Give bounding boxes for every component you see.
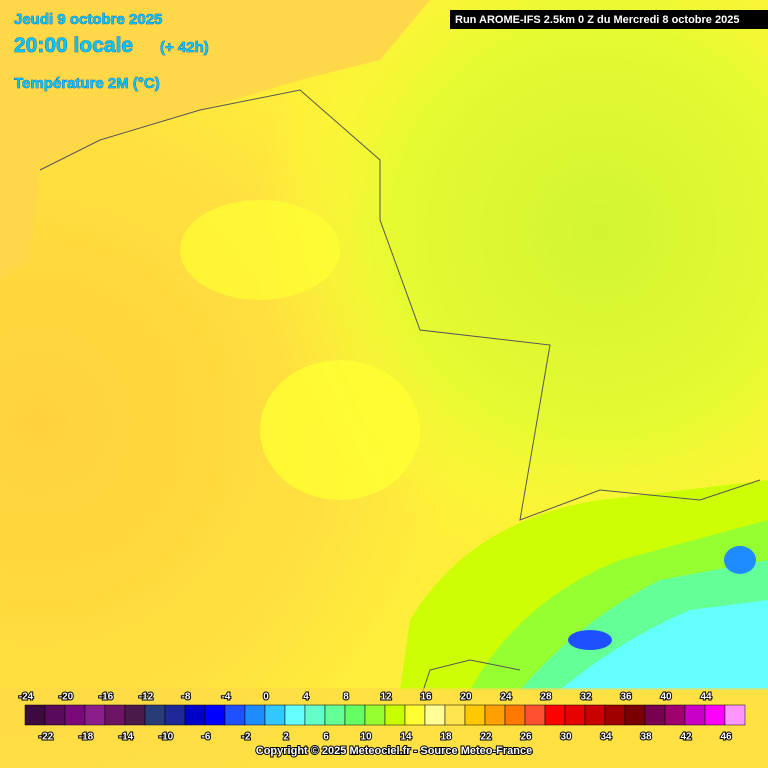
scale-label: -6 xyxy=(202,732,211,743)
scale-swatch xyxy=(204,704,226,726)
scale-label: 12 xyxy=(380,692,392,703)
run-box xyxy=(450,10,768,29)
scale-label: -12 xyxy=(139,692,154,703)
alps-peak xyxy=(724,546,756,574)
scale-swatch xyxy=(464,704,486,726)
scale-swatch xyxy=(444,704,466,726)
scale-swatch xyxy=(404,704,426,726)
scale-swatch xyxy=(724,704,746,726)
scale-label: 2 xyxy=(283,732,289,743)
alps-high xyxy=(560,600,768,690)
scale-swatch xyxy=(424,704,446,726)
scale-label: 26 xyxy=(520,732,532,743)
scale-swatch xyxy=(704,704,726,726)
scale-swatch xyxy=(484,704,506,726)
scale-swatch xyxy=(344,704,366,726)
scale-swatch xyxy=(644,704,666,726)
scale-swatch xyxy=(44,704,66,726)
scale-label: -22 xyxy=(39,732,54,743)
lead-time: (+ 42h) xyxy=(160,39,209,56)
scale-label: -10 xyxy=(159,732,174,743)
scale-label: 0 xyxy=(263,692,269,703)
scale-label: 20 xyxy=(460,692,472,703)
warm-area xyxy=(260,360,420,500)
scale-label: 4 xyxy=(303,692,309,703)
sea-zone xyxy=(0,0,430,280)
scale-label: 10 xyxy=(360,732,372,743)
scale-swatch xyxy=(164,704,186,726)
scale-swatch xyxy=(184,704,206,726)
scale-label: -8 xyxy=(182,692,191,703)
scale-swatch xyxy=(364,704,386,726)
scale-label: 46 xyxy=(720,732,732,743)
copyright: Copyright © 2025 Meteociel.fr - Source M… xyxy=(256,745,532,757)
scale-swatch xyxy=(64,704,86,726)
scale-swatch xyxy=(684,704,706,726)
borders xyxy=(419,659,521,701)
scale-swatch xyxy=(24,704,46,726)
scale-swatch xyxy=(84,704,106,726)
scale-label: -24 xyxy=(19,692,34,703)
scale-label: 42 xyxy=(680,732,692,743)
scale-swatch xyxy=(124,704,146,726)
scale-swatch xyxy=(324,704,346,726)
scale-swatch xyxy=(384,704,406,726)
scale-swatch xyxy=(284,704,306,726)
scale-label: 38 xyxy=(640,732,652,743)
scale-label: -14 xyxy=(119,732,134,743)
borders xyxy=(39,89,761,521)
scale-label: 30 xyxy=(560,732,572,743)
scale-swatch xyxy=(504,704,526,726)
color-scale: -24-22-20-18-16-14-12-10-8-6-4-202468101… xyxy=(18,691,746,744)
scale-label: -18 xyxy=(79,732,94,743)
scale-label: 18 xyxy=(440,732,452,743)
scale-swatch xyxy=(524,704,546,726)
scale-label: 32 xyxy=(580,692,592,703)
scale-label: -16 xyxy=(99,692,114,703)
parameter: Température 2M (°C) xyxy=(14,75,160,92)
scale-label: 24 xyxy=(500,692,512,703)
scale-label: 22 xyxy=(480,732,492,743)
scale-label: 44 xyxy=(700,692,712,703)
scale-label: -2 xyxy=(242,732,251,743)
scale-swatch xyxy=(584,704,606,726)
warm-area xyxy=(180,200,340,300)
scale-swatch xyxy=(664,704,686,726)
scale-label: 14 xyxy=(400,732,412,743)
scale-swatch xyxy=(104,704,126,726)
scale-label: 34 xyxy=(600,732,612,743)
scale-swatch xyxy=(264,704,286,726)
scale-label: 40 xyxy=(660,692,672,703)
scale-swatch xyxy=(564,704,586,726)
scale-label: 28 xyxy=(540,692,552,703)
scale-label: 16 xyxy=(420,692,432,703)
scale-swatch xyxy=(244,704,266,726)
scale-swatch xyxy=(304,704,326,726)
date: Jeudi 9 octobre 2025 xyxy=(14,11,162,28)
scale-swatch xyxy=(224,704,246,726)
alps-peak xyxy=(568,630,612,650)
legend-backdrop xyxy=(0,688,768,768)
scale-swatch xyxy=(604,704,626,726)
scale-label: 36 xyxy=(620,692,632,703)
scale-label: -20 xyxy=(59,692,74,703)
scale-label: 8 xyxy=(343,692,349,703)
scale-swatch xyxy=(144,704,166,726)
scale-label: -4 xyxy=(222,692,231,703)
scale-swatch xyxy=(624,704,646,726)
scale-swatch xyxy=(544,704,566,726)
run-info: Run AROME-IFS 2.5km 0 Z du Mercredi 8 oc… xyxy=(455,14,739,26)
time: 20:00 locale xyxy=(14,34,133,57)
scale-label: 6 xyxy=(323,732,329,743)
